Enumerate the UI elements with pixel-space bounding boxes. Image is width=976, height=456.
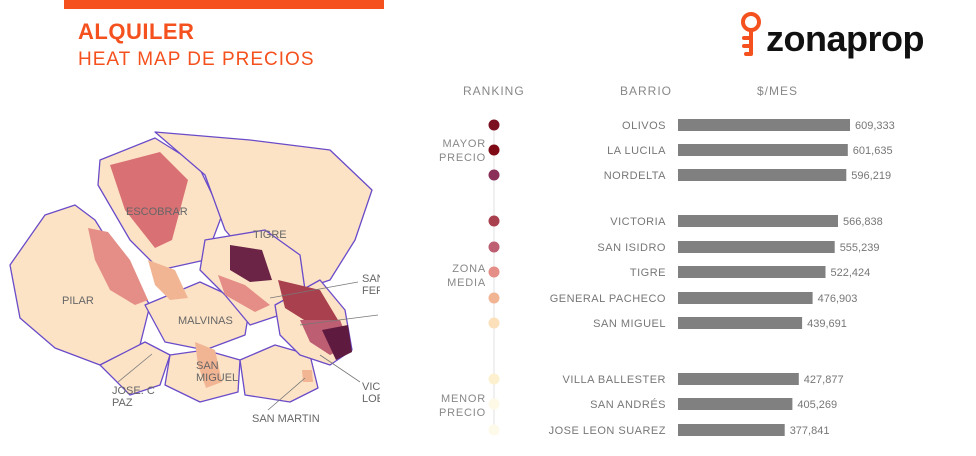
accent-bar (64, 0, 384, 9)
ranking-dot (488, 424, 500, 436)
bar-category-label: SAN ANDRÉS (590, 398, 666, 411)
bar (678, 317, 803, 329)
group-label-zona-media: ZONA MEDIA (412, 262, 486, 290)
map-label-vicente-loez: VICENTELOEZ (362, 381, 380, 405)
bar (678, 292, 813, 304)
group-label-text: ZONA MEDIA (447, 263, 486, 289)
region-tigre-north (154, 131, 373, 291)
ranking-dot (488, 241, 500, 253)
bar-value-label: 596,219 (851, 170, 891, 182)
bar-category-label: NORDELTA (604, 170, 666, 182)
page-subtitle: HEAT MAP DE PRECIOS (78, 49, 315, 70)
bar-value-label: 377,841 (790, 425, 830, 437)
bar-value-label: 601,635 (853, 145, 893, 157)
column-header-barrio: BARRIO (620, 84, 673, 98)
heat-san-miguel (195, 342, 222, 388)
bar (678, 398, 793, 410)
page-title: ALQUILER (78, 19, 195, 44)
ranking-dot (488, 292, 500, 304)
heat-map: ESCOBRAR TIGRE PILAR MALVINAS SAN MIGUEL … (9, 131, 380, 425)
bar-value-label: 405,269 (797, 399, 837, 411)
brand-logo (741, 12, 761, 56)
heat-victoria (278, 280, 338, 330)
heat-escobar (110, 152, 188, 248)
ranking-dot (488, 119, 500, 131)
bar (678, 119, 850, 131)
bar (678, 215, 838, 227)
bar-category-label: VILLA BALLESTER (563, 374, 667, 386)
bar-category-label: JOSE LEON SUAREZ (549, 425, 666, 437)
bar-category-label: LA LUCILA (607, 145, 666, 157)
bar-category-label: SAN ISIDRO (597, 242, 666, 254)
brand-name: zonaprop (766, 18, 924, 59)
bar-value-label: 555,239 (840, 242, 880, 254)
heat-pilar-east (88, 228, 148, 305)
map-label-jose-c-paz: JOSE. C PAZ (112, 385, 155, 409)
map-label-san-fernando: SANFERNANDO (362, 273, 380, 297)
price-ranking-chart: OLIVOS 609,333 LA LUCILA 601,635 NORDELTA 596… (488, 119, 895, 437)
heat-general-pacheco (218, 275, 270, 312)
bar-value-label: 566,838 (843, 216, 883, 228)
map-label-san-martin: SAN MARTIN (252, 413, 320, 425)
region-san-martin (239, 344, 319, 403)
group-label-text: MAYOR PRECIO (439, 138, 486, 164)
bar-category-label: GENERAL PACHECO (550, 293, 666, 305)
ranking-dot (488, 169, 500, 181)
heat-villa-ballester (302, 370, 313, 382)
key-pin-icon (741, 12, 761, 56)
group-label-menor-precio: MENOR PRECIO (412, 392, 486, 420)
bar-category-label: VICTORIA (610, 216, 666, 228)
bar-category-label: SAN MIGUEL (593, 318, 666, 330)
bar (678, 266, 826, 278)
column-header-ranking: RANKING (463, 84, 525, 98)
bar-value-label: 476,903 (818, 293, 858, 305)
group-label-text: MENOR PRECIO (439, 393, 486, 419)
heat-derqui (148, 260, 188, 300)
bar-value-label: 439,691 (807, 318, 847, 330)
heat-olivos (322, 325, 352, 360)
bar (678, 424, 785, 436)
map-label-malvinas: MALVINAS (178, 315, 233, 327)
ranking-dot (488, 317, 500, 329)
ranking-dot (488, 215, 500, 227)
bar-value-label: 427,877 (804, 374, 844, 386)
bar (678, 241, 835, 253)
ranking-dot (488, 373, 500, 385)
column-header-price: $/MES (757, 84, 799, 98)
bar (678, 169, 847, 181)
map-label-tigre: TIGRE (253, 229, 287, 241)
group-label-mayor-precio: MAYOR PRECIO (412, 137, 486, 165)
ranking-dot (488, 266, 500, 278)
heat-nordelta (230, 245, 272, 282)
map-label-pilar: PILAR (62, 295, 94, 307)
map-label-escobar: ESCOBRAR (126, 206, 188, 218)
bar-value-label: 522,424 (831, 267, 871, 279)
bar-value-label: 609,333 (855, 120, 895, 132)
bar (678, 373, 799, 385)
bar-category-label: OLIVOS (622, 120, 666, 132)
ranking-dot (488, 398, 500, 410)
ranking-dot (488, 144, 500, 156)
map-label-san-miguel: SAN MIGUEL (196, 360, 238, 384)
bar-category-label: TIGRE (630, 267, 666, 279)
bar (678, 144, 848, 156)
